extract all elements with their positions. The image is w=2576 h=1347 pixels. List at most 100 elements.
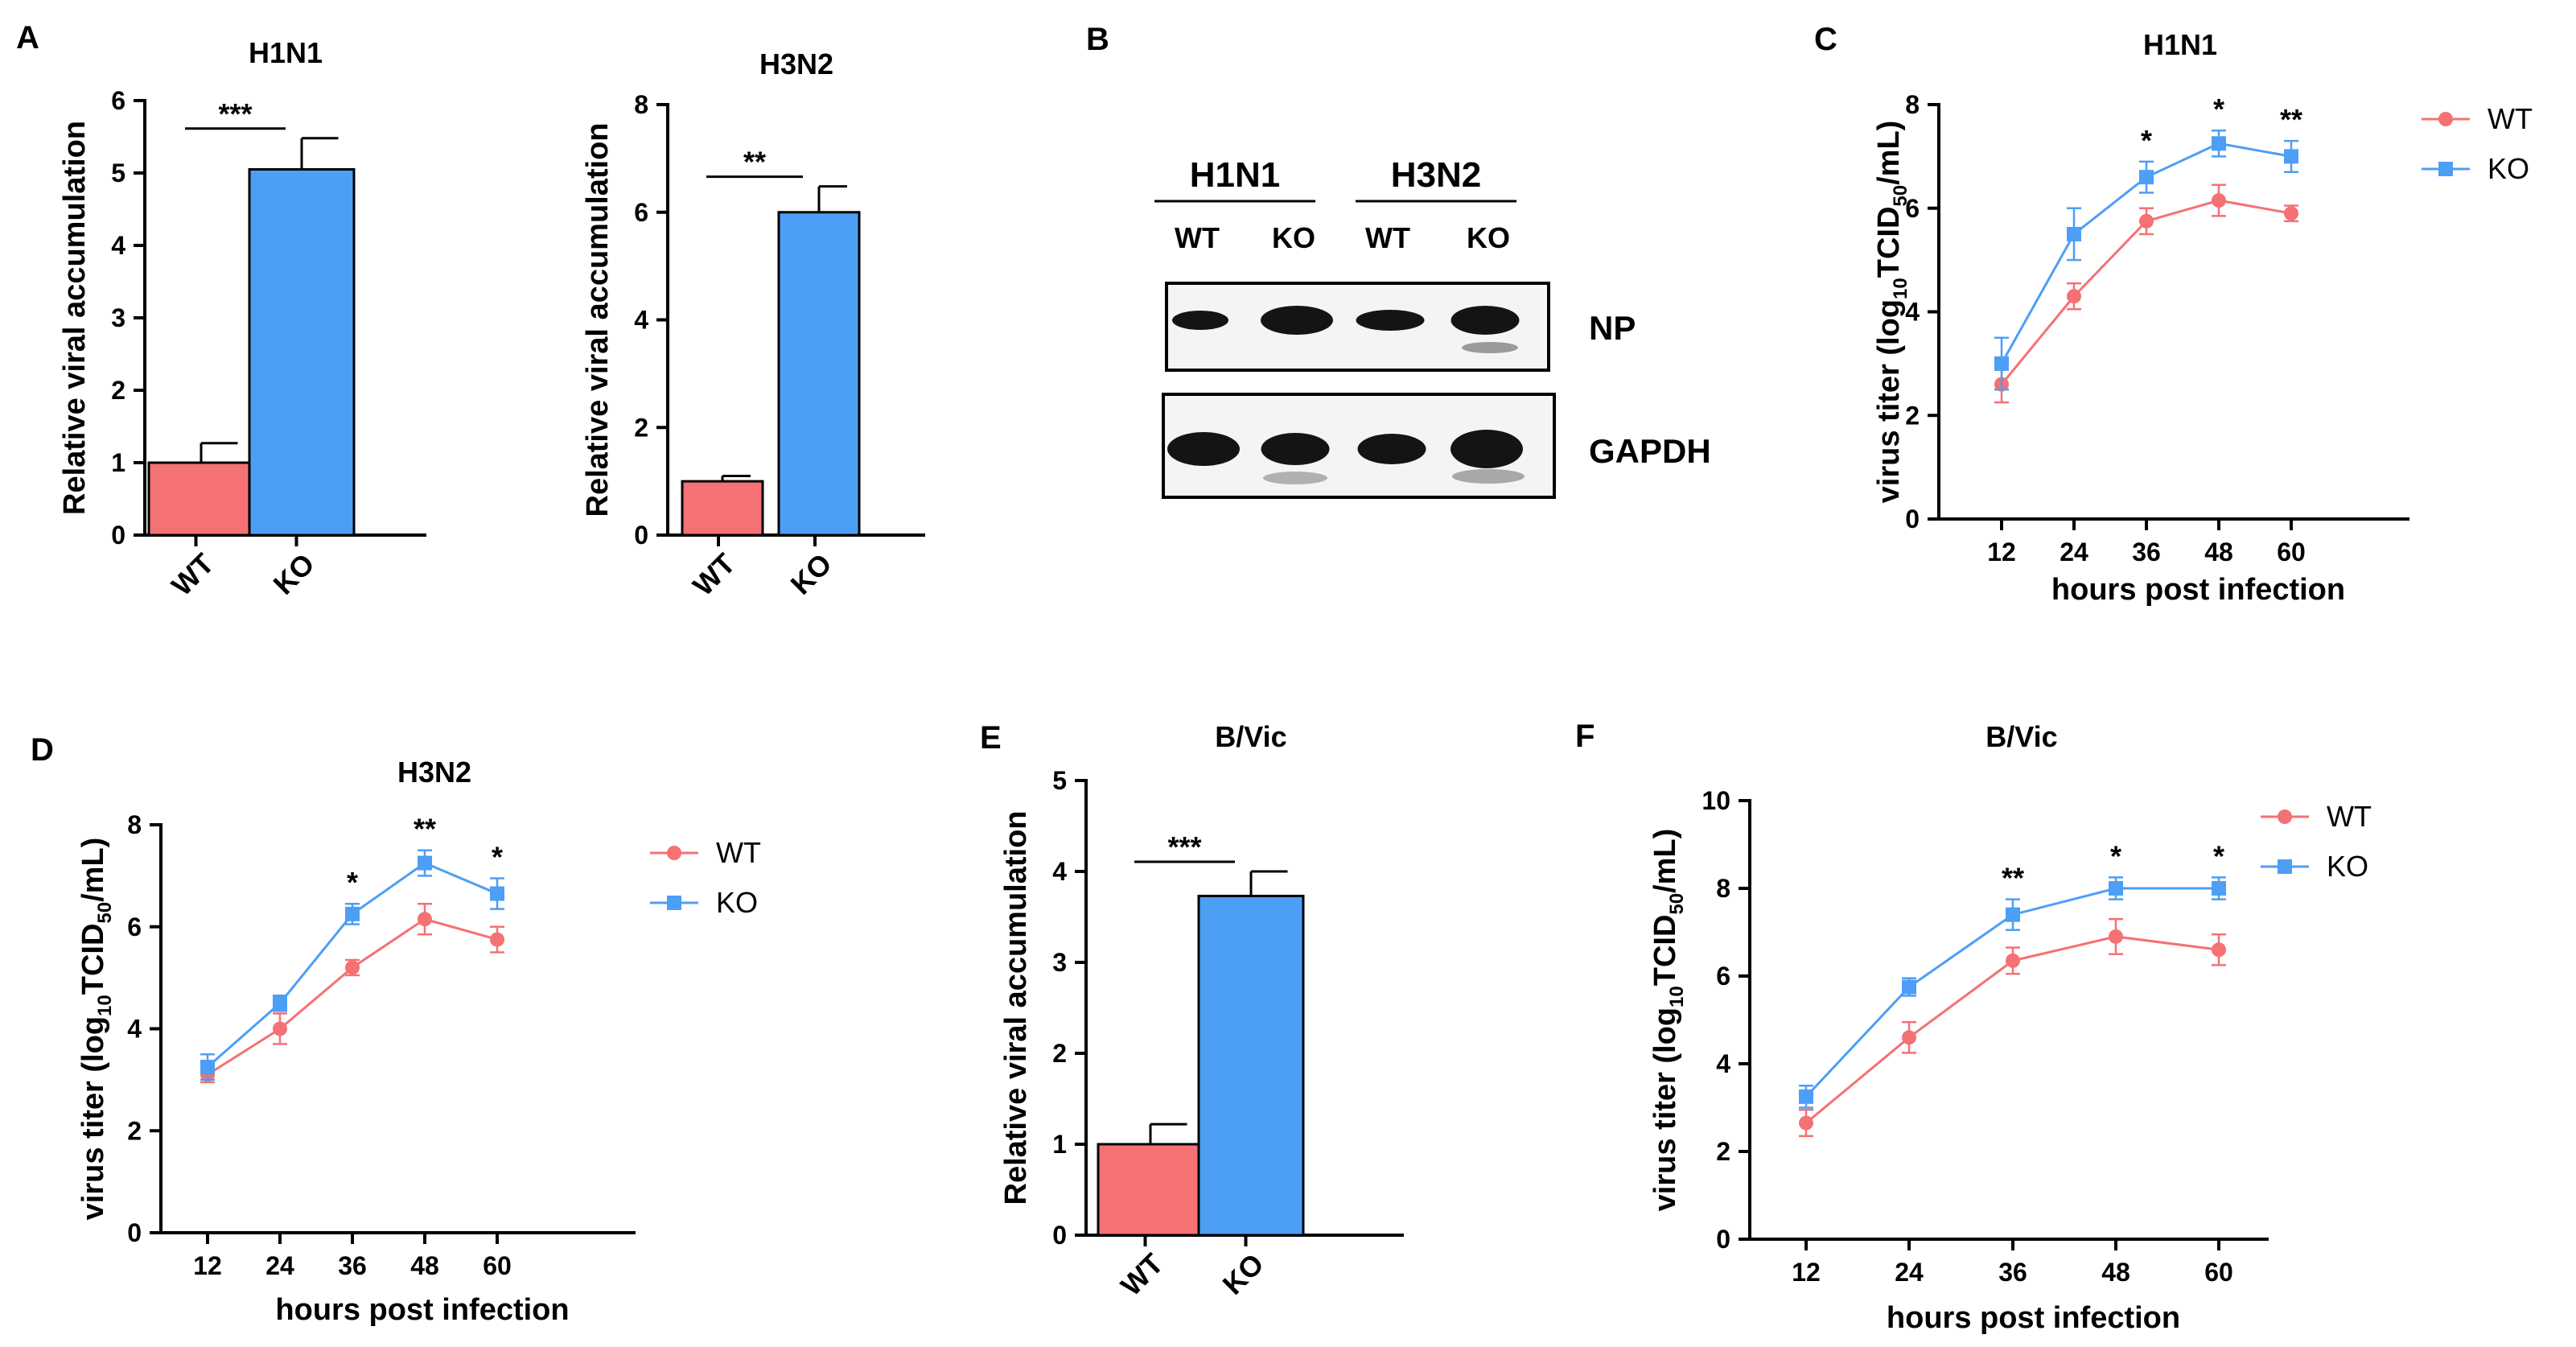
y-tick-label: 2 [1052, 1039, 1067, 1068]
blot-lane-label: WT [1365, 221, 1410, 254]
bar-wt [1097, 1143, 1204, 1237]
y-tick-label: 8 [1905, 90, 1920, 119]
panel-label: A [16, 20, 39, 56]
y-tick-label: 3 [111, 303, 126, 332]
chart-title: B/Vic [1985, 720, 2057, 753]
blot-band [1452, 469, 1525, 484]
data-point-ko [418, 855, 432, 871]
legend-marker-wt [2438, 112, 2453, 126]
blot-row-label-gapdh: GAPDH [1589, 432, 1711, 470]
y-tick-label: 0 [1905, 505, 1920, 533]
legend-label: KO [2488, 152, 2529, 185]
data-point-wt [2006, 953, 2020, 968]
y-tick-label: 4 [111, 231, 126, 260]
data-point-ko [1994, 356, 2009, 371]
blot-band [1172, 311, 1228, 330]
x-tick-label: 48 [410, 1251, 439, 1280]
y-tick-label: 0 [127, 1218, 142, 1247]
significance-label: ** [2002, 862, 2024, 895]
y-axis-label: Relative viral accumulation [999, 811, 1033, 1205]
y-axis-label: virus titer (log10TCID50/mL) [76, 838, 116, 1221]
data-point-ko [2284, 149, 2298, 164]
y-tick-label: 3 [1052, 948, 1067, 977]
y-tick-label: 2 [1716, 1137, 1730, 1166]
blot-lane-label: KO [1272, 221, 1315, 254]
legend-marker-ko [2278, 859, 2292, 874]
blot-lane-label: KO [1467, 221, 1510, 254]
y-tick-label: 8 [127, 810, 142, 839]
x-tick-label: 24 [2060, 538, 2088, 566]
series-line-wt [207, 917, 498, 1076]
data-point-wt [418, 912, 432, 927]
chart-title: B/Vic [1215, 720, 1286, 753]
data-point-wt [1902, 1030, 1916, 1045]
y-tick-label: 4 [1716, 1049, 1730, 1078]
x-tick-label: 60 [2277, 538, 2306, 566]
data-point-ko [2212, 881, 2226, 896]
x-tick-label: 24 [265, 1251, 294, 1280]
data-point-ko [2212, 136, 2226, 151]
x-category-label: WT [1114, 1247, 1170, 1303]
legend-marker-wt [2278, 809, 2292, 824]
blot-lane-label: WT [1175, 221, 1220, 254]
legend-label: KO [716, 886, 758, 919]
y-tick-label: 2 [634, 413, 648, 442]
significance-label: *** [1167, 830, 1201, 863]
x-axis-label: hours post infection [2051, 573, 2345, 607]
legend-label: WT [2488, 102, 2533, 135]
data-point-ko [2109, 881, 2123, 896]
x-category-label: WT [686, 547, 742, 603]
y-tick-label: 10 [1702, 786, 1730, 815]
legend-marker-wt [667, 846, 681, 860]
data-point-wt [2284, 206, 2298, 221]
x-category-label: KO [1216, 1247, 1269, 1301]
significance-label: * [492, 841, 503, 874]
x-tick-label: 12 [193, 1251, 222, 1280]
bar-ko [777, 211, 861, 537]
y-tick-label: 4 [634, 306, 648, 335]
data-point-ko [200, 1060, 215, 1075]
data-point-ko [2139, 170, 2154, 185]
blot-row-label-np: NP [1589, 309, 1636, 347]
y-tick-label: 6 [634, 198, 648, 227]
y-tick-label: 4 [127, 1015, 142, 1044]
significance-label: * [2213, 93, 2224, 126]
x-tick-label: 12 [1792, 1258, 1821, 1287]
y-tick-label: 0 [1716, 1225, 1730, 1254]
x-axis-label: hours post infection [275, 1293, 569, 1327]
data-point-ko [2006, 907, 2020, 922]
significance-label: * [2110, 839, 2121, 872]
y-tick-label: 6 [1905, 194, 1920, 223]
y-tick-label: 5 [1052, 766, 1067, 795]
blot-band [1167, 432, 1240, 466]
chart-title: H3N2 [397, 756, 471, 789]
blot-band [1357, 434, 1426, 464]
significance-label: * [347, 866, 358, 899]
data-point-wt [345, 960, 360, 975]
y-tick-label: 1 [111, 448, 126, 477]
y-axis-label: Relative viral accumulation [58, 121, 92, 515]
blot-band [1451, 430, 1523, 468]
x-category-label: KO [266, 547, 320, 601]
x-axis-label: hours post infection [1887, 1301, 2180, 1335]
data-point-wt [490, 932, 504, 947]
y-tick-label: 8 [634, 90, 648, 119]
y-tick-label: 0 [634, 521, 648, 550]
x-tick-label: 12 [1987, 538, 2016, 566]
blot-band [1462, 342, 1518, 353]
data-point-wt [2139, 213, 2154, 229]
panel-label: D [31, 732, 54, 768]
significance-label: * [2213, 839, 2224, 872]
blot-band [1261, 306, 1333, 335]
western-blot: B H1N1 H3N2 WT KO WT KO NP GAPDH [1086, 22, 1711, 499]
panel-label: F [1575, 719, 1595, 754]
legend-marker-ko [2438, 162, 2453, 176]
x-category-label: WT [165, 547, 220, 603]
y-tick-label: 0 [1052, 1221, 1067, 1250]
significance-label: * [2141, 124, 2152, 157]
data-point-ko [1799, 1089, 1813, 1104]
chart-title: H1N1 [2143, 28, 2217, 61]
blot-group-label: H1N1 [1190, 155, 1281, 195]
x-tick-label: 60 [483, 1251, 512, 1280]
